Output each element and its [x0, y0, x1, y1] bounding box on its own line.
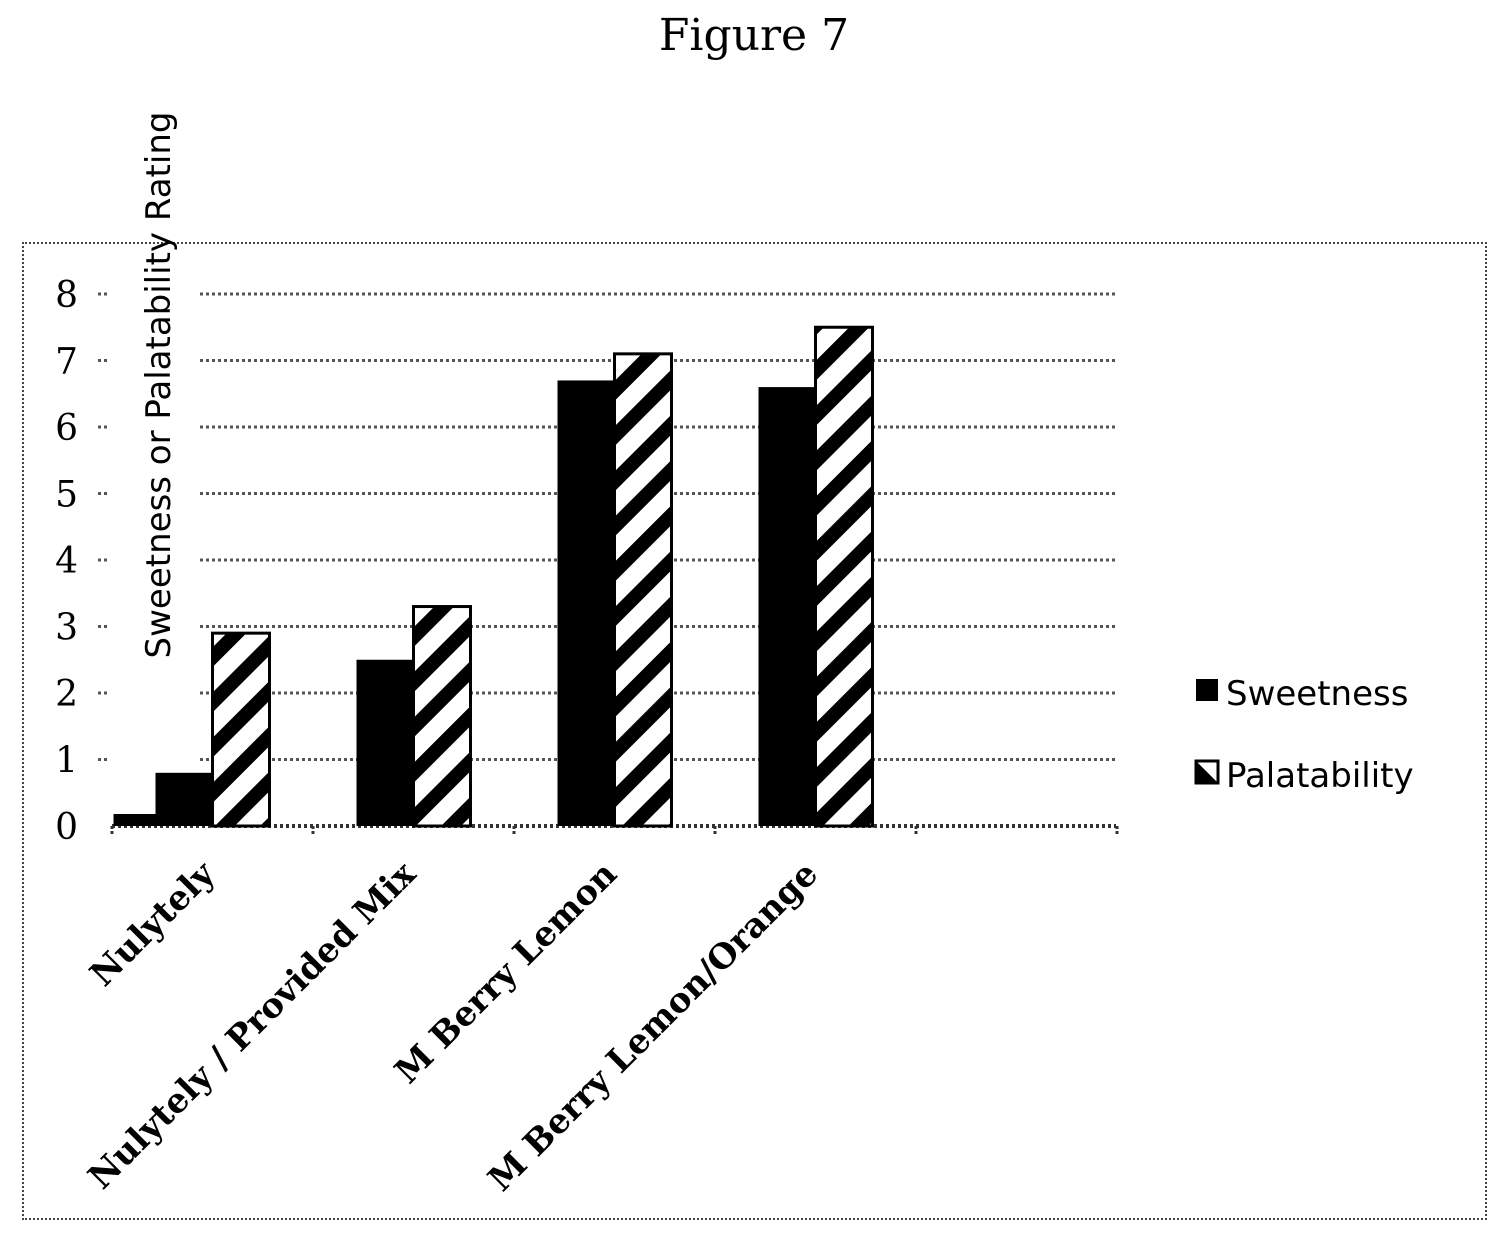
legend-swatch-hatch: [1196, 761, 1218, 783]
legend-label: Palatability: [1226, 756, 1414, 796]
x-category-label: M Berry Lemon/Orange: [481, 854, 826, 1199]
legend-label: Sweetness: [1226, 674, 1408, 714]
bar-palatability: [814, 325, 874, 828]
bar-palatability: [613, 352, 673, 828]
bar-sweetness: [155, 772, 213, 826]
bar-palatability: [211, 631, 271, 828]
bar-palatability: [412, 605, 472, 828]
chart-frame: [22, 242, 1487, 1220]
bar-sweetness: [758, 387, 816, 826]
y-tick-label: 2: [55, 674, 78, 715]
y-tick-label: 5: [55, 475, 78, 516]
y-tick-label: 3: [55, 608, 78, 649]
figure-title: Figure 7: [658, 10, 850, 61]
y-tick-label: 0: [55, 807, 78, 848]
bar-sweetness: [356, 659, 414, 826]
y-axis-title: Sweetness or Palatability Rating: [139, 112, 179, 659]
axes: [110, 824, 1119, 836]
y-tick-label: 6: [55, 408, 78, 449]
y-tick-label: 8: [55, 275, 78, 316]
bar-sweetness: [557, 380, 615, 826]
legend-swatch-sweetness: [1196, 679, 1218, 701]
x-category-label: Nulytely / Provided Mix: [81, 854, 425, 1198]
x-category-label: Nulytely: [83, 853, 224, 994]
bars: [113, 325, 874, 828]
x-category-label: M Berry Lemon: [387, 854, 625, 1092]
bar-sweetness-stub: [113, 814, 156, 826]
y-tick-label: 1: [55, 741, 78, 782]
legend: Sweetness Palatability: [1194, 674, 1414, 796]
y-tick-label: 4: [55, 541, 78, 582]
y-tick-label: 7: [55, 342, 78, 383]
